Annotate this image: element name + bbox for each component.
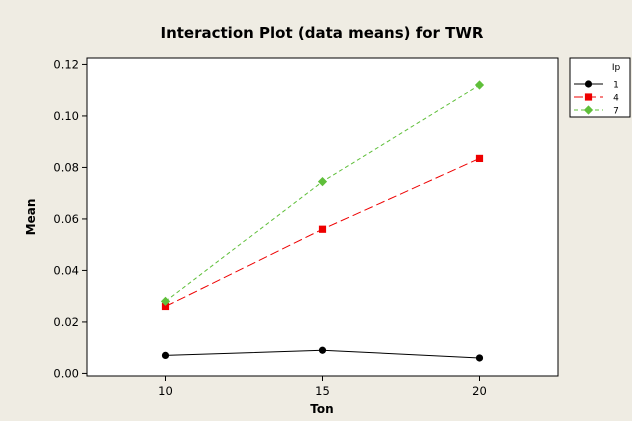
y-tick-label: 0.12	[53, 57, 79, 71]
y-tick-label: 0.00	[53, 366, 79, 380]
series-1-point	[318, 346, 327, 354]
legend-entry-1: 1	[574, 80, 619, 91]
x-tick-label: 20	[472, 384, 487, 398]
legend-label: 4	[613, 94, 619, 104]
series-layer	[160, 80, 485, 362]
y-tick-label: 0.10	[53, 109, 79, 123]
legend-entry-4: 4	[574, 93, 619, 104]
plot-area	[86, 57, 559, 377]
legend-marker	[584, 80, 593, 88]
legend-marker	[584, 93, 593, 101]
legend-marker	[583, 105, 594, 115]
series-4-point	[475, 154, 484, 163]
legend-entries: 1 4 7	[574, 80, 619, 117]
legend: Ip 1 4 7	[569, 57, 631, 118]
series-1-point	[475, 354, 484, 362]
y-tick-label: 0.06	[53, 212, 79, 226]
x-tick-label: 10	[158, 384, 173, 398]
legend-box	[569, 57, 631, 118]
y-tick-label: 0.08	[53, 160, 79, 174]
series-7-point	[160, 296, 171, 306]
axes-layer: 10 15 20 0.00 0.02 0.04 0.06 0.08 0.10 0.12	[53, 57, 486, 398]
x-tick-label: 15	[315, 384, 330, 398]
series-4-point	[161, 302, 170, 311]
legend-label: 7	[613, 107, 619, 117]
series-4-point	[318, 225, 327, 233]
y-axis-label: Mean	[24, 199, 38, 236]
x-axis-label: Ton	[310, 402, 333, 416]
legend-label: 1	[613, 81, 619, 91]
series-4	[161, 154, 484, 311]
series-1-point	[161, 351, 170, 360]
series-7-point	[317, 176, 328, 187]
chart-title: Interaction Plot (data means) for TWR	[161, 24, 484, 42]
series-7-point	[474, 80, 485, 90]
y-tick-label: 0.04	[53, 263, 79, 277]
series-7	[160, 80, 485, 306]
y-tick-label: 0.02	[53, 315, 79, 329]
legend-title: Ip	[612, 63, 621, 73]
series-1	[161, 346, 484, 362]
legend-entry-7: 7	[574, 105, 619, 117]
